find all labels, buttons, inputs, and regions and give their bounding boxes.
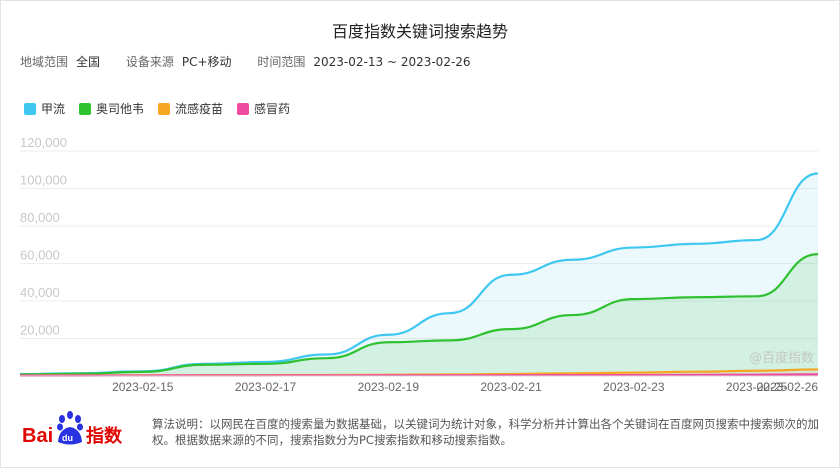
x-tick-label: 2023-02-26	[757, 380, 819, 394]
area-jialiu	[20, 173, 818, 376]
legend-label: 感冒药	[254, 102, 291, 116]
y-tick-label: 80,000	[20, 210, 60, 225]
legend-item-jialiu[interactable]: 甲流	[24, 100, 65, 117]
watermark: @百度指数	[749, 350, 814, 366]
svg-text:Bai: Bai	[22, 425, 53, 447]
series-line-cold-medicine	[19, 373, 819, 377]
x-tick-label: 2023-02-23	[603, 380, 665, 394]
legend-label: 甲流	[41, 102, 66, 116]
svg-text:du: du	[62, 433, 73, 443]
chart-title: 百度指数关键词搜索趋势	[331, 22, 508, 41]
device-filter: 设备来源 PC+移动	[126, 53, 232, 70]
legend-item-oseltamivir[interactable]: 奥司他韦	[79, 100, 144, 117]
x-tick-label: 2023-02-15	[112, 380, 174, 394]
algorithm-note: 算法说明：以网民在百度的搜索量为数据基础，以关键词为统计对象，科学分析并计算出各…	[152, 417, 819, 447]
baidu-index-logo: Bai du 指数	[22, 411, 123, 447]
legend-item-cold-medicine[interactable]: 感冒药	[237, 100, 290, 117]
device-label: 设备来源	[125, 55, 174, 69]
legend-swatch	[158, 102, 171, 115]
time-filter: 时间范围 2023-02-13 ~ 2023-02-26	[257, 53, 470, 70]
time-value: 2023-02-13 ~ 2023-02-26	[313, 55, 471, 69]
region-filter: 地域范围 全国	[20, 53, 100, 70]
legend-swatch	[237, 102, 250, 115]
x-tick-label: 2023-02-25	[726, 380, 788, 394]
y-tick-label: 40,000	[20, 285, 60, 300]
filter-bar: 地域范围 全国 设备来源 PC+移动 时间范围 2023-02-13 ~ 2023-0…	[20, 53, 493, 70]
legend-item-flu-vaccine[interactable]: 流感疫苗	[158, 100, 223, 117]
legend-swatch	[79, 102, 92, 115]
series-line-oseltamivir	[19, 253, 819, 376]
y-tick-label: 20,000	[20, 323, 60, 338]
time-label: 时间范围	[257, 55, 306, 69]
trend-chart: 120,000 100,000 80,000 60,000 40,000 20,000 20…	[19, 135, 819, 394]
y-tick-label: 60,000	[20, 248, 60, 263]
x-tick-label: 2023-02-21	[480, 380, 542, 394]
chart-legend: 甲流 奥司他韦 流感疫苗 感冒药	[24, 100, 290, 117]
device-value: PC+移动	[181, 55, 232, 69]
region-label: 地域范围	[20, 55, 69, 69]
area-oseltamivir	[20, 254, 818, 376]
svg-text:指数: 指数	[86, 425, 123, 447]
legend-label: 流感疫苗	[175, 102, 224, 116]
y-tick-label: 100,000	[20, 173, 67, 188]
y-tick-label: 120,000	[20, 135, 67, 150]
x-tick-label: 2023-02-19	[358, 380, 420, 394]
legend-swatch	[24, 102, 36, 115]
legend-label: 奥司他韦	[96, 102, 145, 116]
region-value: 全国	[76, 55, 101, 69]
x-tick-label: 2023-02-17	[235, 380, 297, 394]
